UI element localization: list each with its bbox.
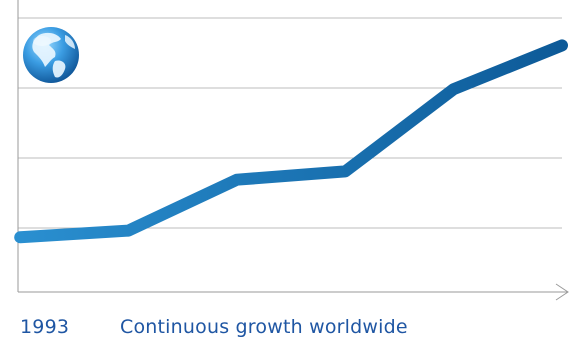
data-point-3 <box>345 171 346 172</box>
data-point-1 <box>128 230 129 231</box>
globe-icon <box>23 27 79 83</box>
data-point-5 <box>562 45 563 46</box>
gridlines <box>18 17 562 229</box>
caption-text: Continuous growth worldwide <box>120 316 408 338</box>
series-group <box>14 39 568 244</box>
x-axis-arrow <box>555 283 569 301</box>
data-point-4 <box>453 89 454 90</box>
data-point-2 <box>236 179 237 180</box>
chart-caption: 1993 Continuous growth worldwide <box>20 316 408 338</box>
caption-year: 1993 <box>20 316 70 338</box>
axes <box>17 0 569 301</box>
series-line-0 <box>14 39 568 244</box>
data-point-0 <box>20 237 21 238</box>
